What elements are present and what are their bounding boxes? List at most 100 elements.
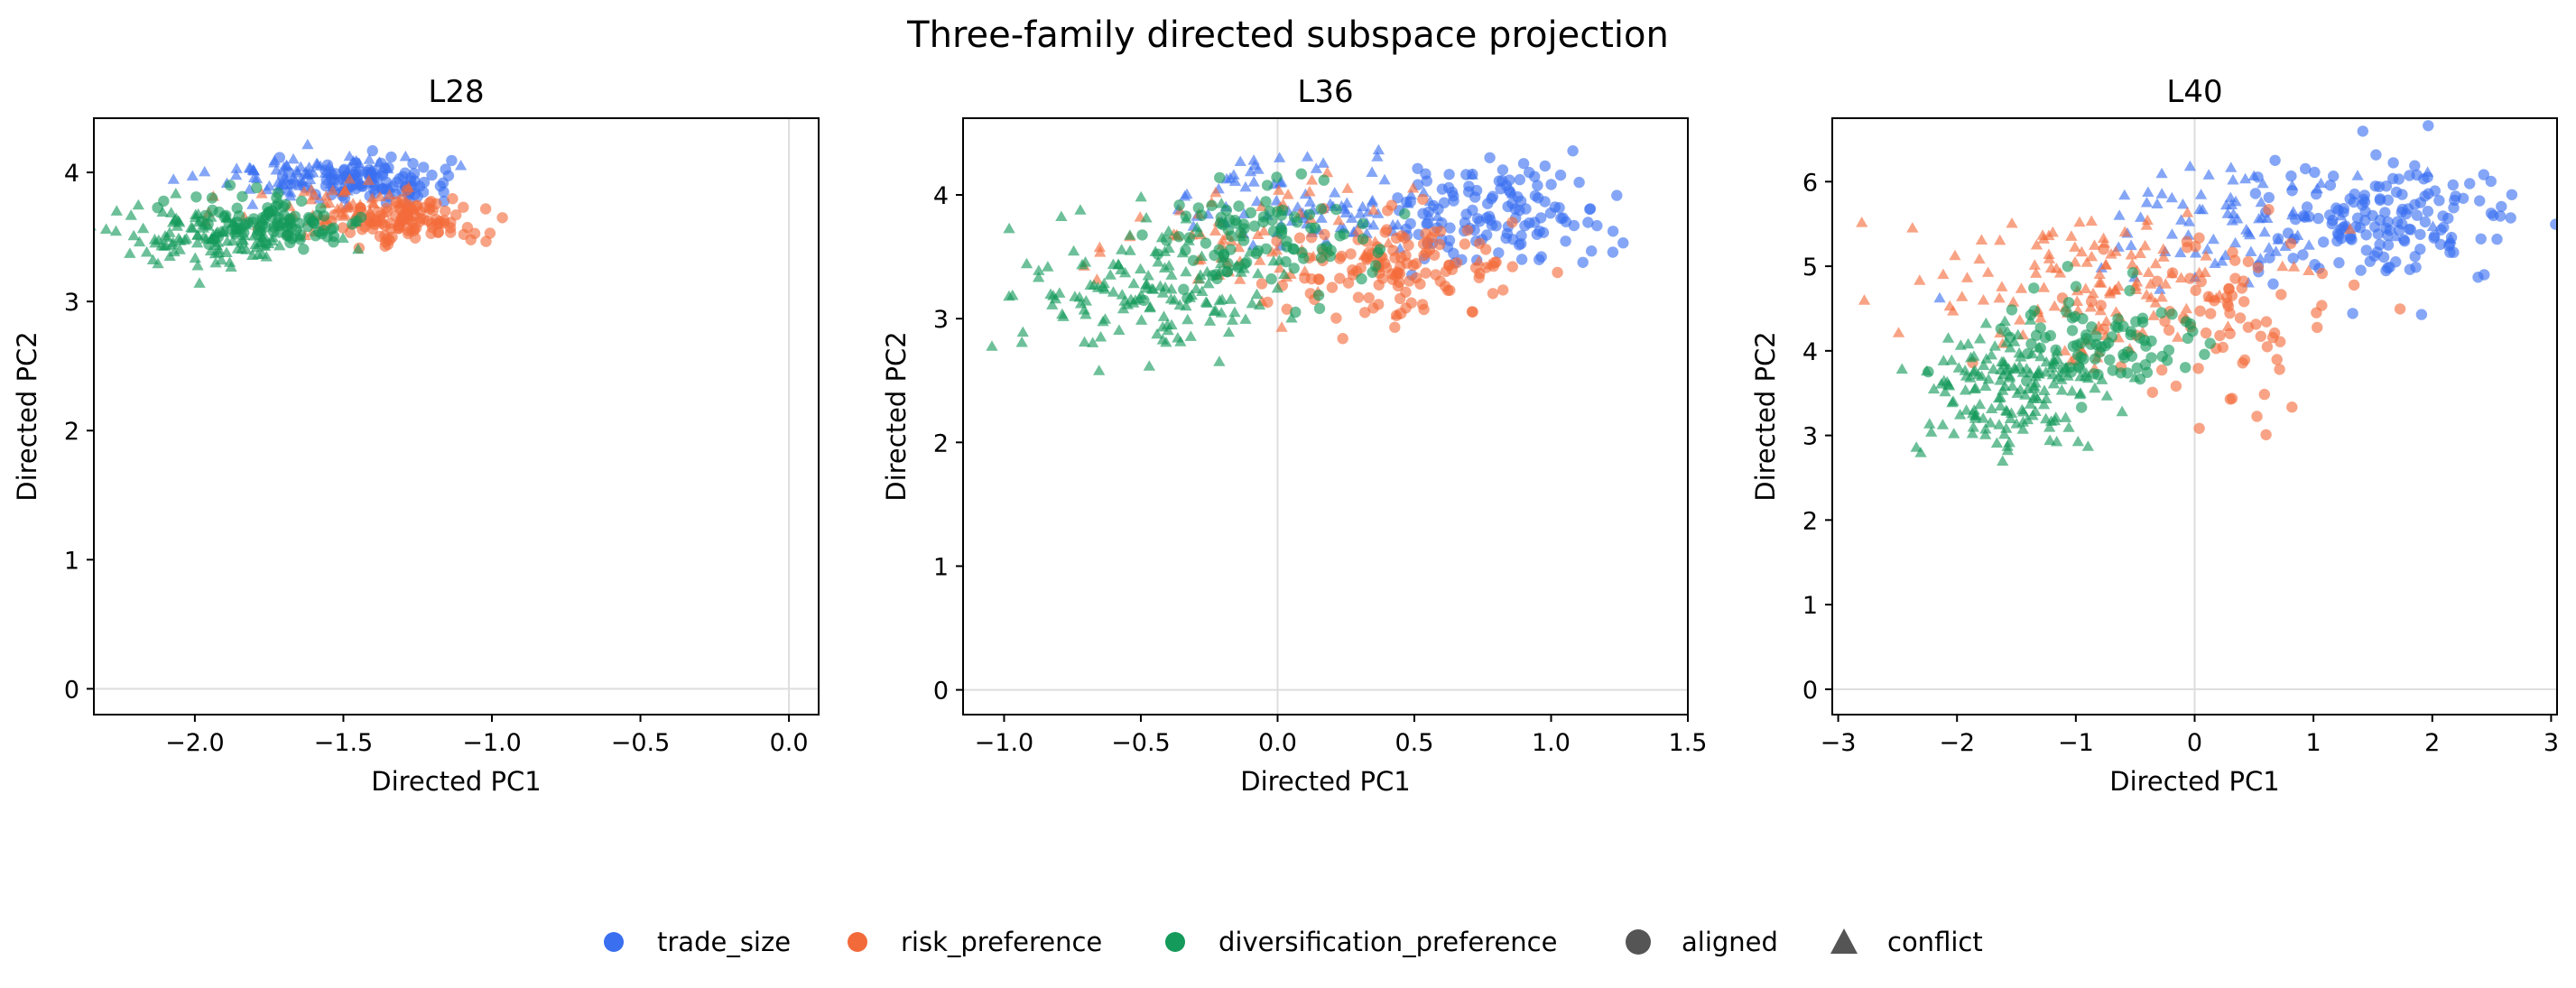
point-trade_size-aligned: [2349, 188, 2360, 200]
point-diversification_preference-conflict: [2012, 328, 2025, 340]
point-diversification_preference-conflict: [1968, 350, 1980, 361]
point-risk_preference-conflict: [2181, 207, 2194, 217]
point-diversification_preference-aligned: [1271, 171, 1283, 183]
point-diversification_preference-conflict: [2015, 403, 2028, 415]
point-risk_preference-conflict: [2193, 266, 2206, 278]
point-trade_size-conflict: [246, 199, 259, 209]
legend-label: aligned: [1682, 927, 1778, 957]
point-trade_size-conflict: [2194, 189, 2208, 199]
y-tick-label: 4: [933, 182, 949, 210]
point-diversification_preference-conflict: [1941, 375, 1953, 387]
point-trade_size-aligned: [1617, 237, 1629, 249]
point-trade_size-aligned: [1582, 217, 1594, 228]
point-diversification_preference-conflict: [1202, 277, 1215, 289]
point-trade_size-conflict: [296, 177, 309, 188]
point-risk_preference-aligned: [1382, 205, 1394, 217]
point-diversification_preference-conflict: [1104, 269, 1117, 280]
point-trade_size-conflict: [1270, 195, 1283, 206]
point-trade_size-conflict: [2258, 226, 2271, 237]
point-risk_preference-conflict: [1332, 214, 1345, 226]
point-risk_preference-conflict: [1975, 234, 1988, 245]
point-diversification_preference-conflict: [1208, 305, 1220, 316]
point-trade_size-aligned: [2478, 169, 2489, 180]
point-risk_preference-conflict: [1937, 268, 1950, 280]
point-diversification_preference-aligned: [206, 192, 218, 204]
point-trade_size-aligned: [418, 162, 430, 173]
point-diversification_preference-conflict: [1936, 419, 1950, 429]
point-diversification_preference-conflict: [1246, 297, 1258, 309]
point-risk_preference-conflict: [2069, 241, 2081, 252]
point-diversification_preference-conflict: [1237, 263, 1250, 273]
point-trade_size-conflict: [382, 162, 394, 174]
point-diversification_preference-aligned: [2073, 362, 2086, 374]
x-tick-label: 3: [2544, 729, 2559, 757]
point-risk_preference-conflict: [2034, 312, 2047, 323]
point-diversification_preference-conflict: [1156, 334, 1169, 345]
point-diversification_preference-conflict: [1158, 262, 1172, 272]
point-diversification_preference-conflict: [1182, 235, 1195, 245]
point-diversification_preference-aligned: [2062, 297, 2075, 309]
point-diversification_preference-conflict: [1161, 319, 1173, 330]
point-risk_preference-aligned: [1490, 256, 1502, 268]
point-trade_size-aligned: [2495, 210, 2507, 222]
point-diversification_preference-conflict: [2060, 361, 2072, 373]
x-tick-label: 1.0: [1532, 729, 1571, 757]
point-diversification_preference-conflict: [1152, 255, 1164, 267]
point-risk_preference-conflict: [2080, 256, 2093, 267]
x-tick-label: −0.5: [1111, 729, 1171, 757]
point-diversification_preference-conflict: [2046, 368, 2059, 380]
point-risk_preference-conflict: [335, 201, 347, 212]
point-diversification_preference-aligned: [1357, 217, 1369, 230]
point-risk_preference-conflict: [2007, 296, 2020, 307]
point-diversification_preference-conflict: [1994, 374, 2006, 385]
point-trade_size-aligned: [2464, 178, 2476, 189]
point-trade_size-aligned: [426, 169, 438, 181]
point-risk_preference-conflict: [2085, 215, 2098, 226]
point-diversification_preference-conflict: [225, 261, 237, 272]
point-trade_size-aligned: [2491, 233, 2503, 245]
point-risk_preference-aligned: [447, 193, 459, 205]
point-risk_preference-conflict: [1960, 272, 1974, 282]
point-risk_preference-aligned: [394, 214, 407, 226]
point-trade_size-aligned: [1493, 247, 1505, 259]
point-diversification_preference-conflict: [2025, 314, 2037, 325]
point-risk_preference-aligned: [2193, 232, 2205, 244]
point-risk_preference-conflict: [2030, 267, 2043, 278]
point-diversification_preference-conflict: [1094, 330, 1107, 342]
point-risk_preference-conflict: [2126, 258, 2139, 269]
point-risk_preference-aligned: [1342, 277, 1355, 289]
point-diversification_preference-conflict: [2040, 412, 2052, 424]
point-trade_size-aligned: [1534, 226, 1545, 237]
point-risk_preference-conflict: [354, 199, 366, 209]
point-diversification_preference-conflict: [1977, 412, 1989, 423]
y-tick-label: 3: [1802, 423, 1818, 451]
point-diversification_preference-conflict: [1244, 246, 1256, 257]
point-trade_size-aligned: [1470, 184, 1483, 197]
point-diversification_preference-aligned: [1318, 174, 1330, 186]
point-risk_preference-aligned: [1392, 280, 1404, 292]
point-risk_preference-aligned: [1373, 279, 1385, 291]
subplot-title: L28: [428, 74, 484, 110]
point-trade_size-conflict: [1466, 169, 1478, 180]
point-risk_preference-conflict: [2099, 259, 2112, 270]
point-trade_size-aligned: [1545, 179, 1557, 190]
subplot-L28: −2.0 −1.5 −1.0 −0.5 0.0 0 1 2 3 4 L28 Directed PC1 D…: [12, 74, 820, 797]
point-diversification_preference-conflict: [236, 234, 249, 245]
point-diversification_preference-conflict: [125, 209, 137, 220]
point-trade_size-aligned: [2374, 193, 2386, 205]
point-trade_size-aligned: [2384, 261, 2395, 273]
point-risk_preference-aligned: [1434, 226, 1447, 237]
point-risk_preference-conflict: [255, 188, 268, 199]
point-diversification_preference-conflict: [170, 188, 182, 199]
point-risk_preference-aligned: [1552, 266, 1563, 279]
point-trade_size-conflict: [2245, 245, 2257, 256]
point-diversification_preference-conflict: [221, 235, 234, 246]
point-risk_preference-aligned: [2260, 429, 2272, 440]
point-diversification_preference-conflict: [218, 226, 230, 237]
point-trade_size-aligned: [1611, 189, 1623, 201]
point-risk_preference-aligned: [2182, 242, 2193, 254]
point-trade_size-aligned: [2474, 195, 2486, 207]
point-risk_preference-conflict: [2037, 282, 2051, 292]
point-diversification_preference-conflict: [1140, 212, 1153, 223]
point-diversification_preference-conflict: [1176, 246, 1189, 258]
